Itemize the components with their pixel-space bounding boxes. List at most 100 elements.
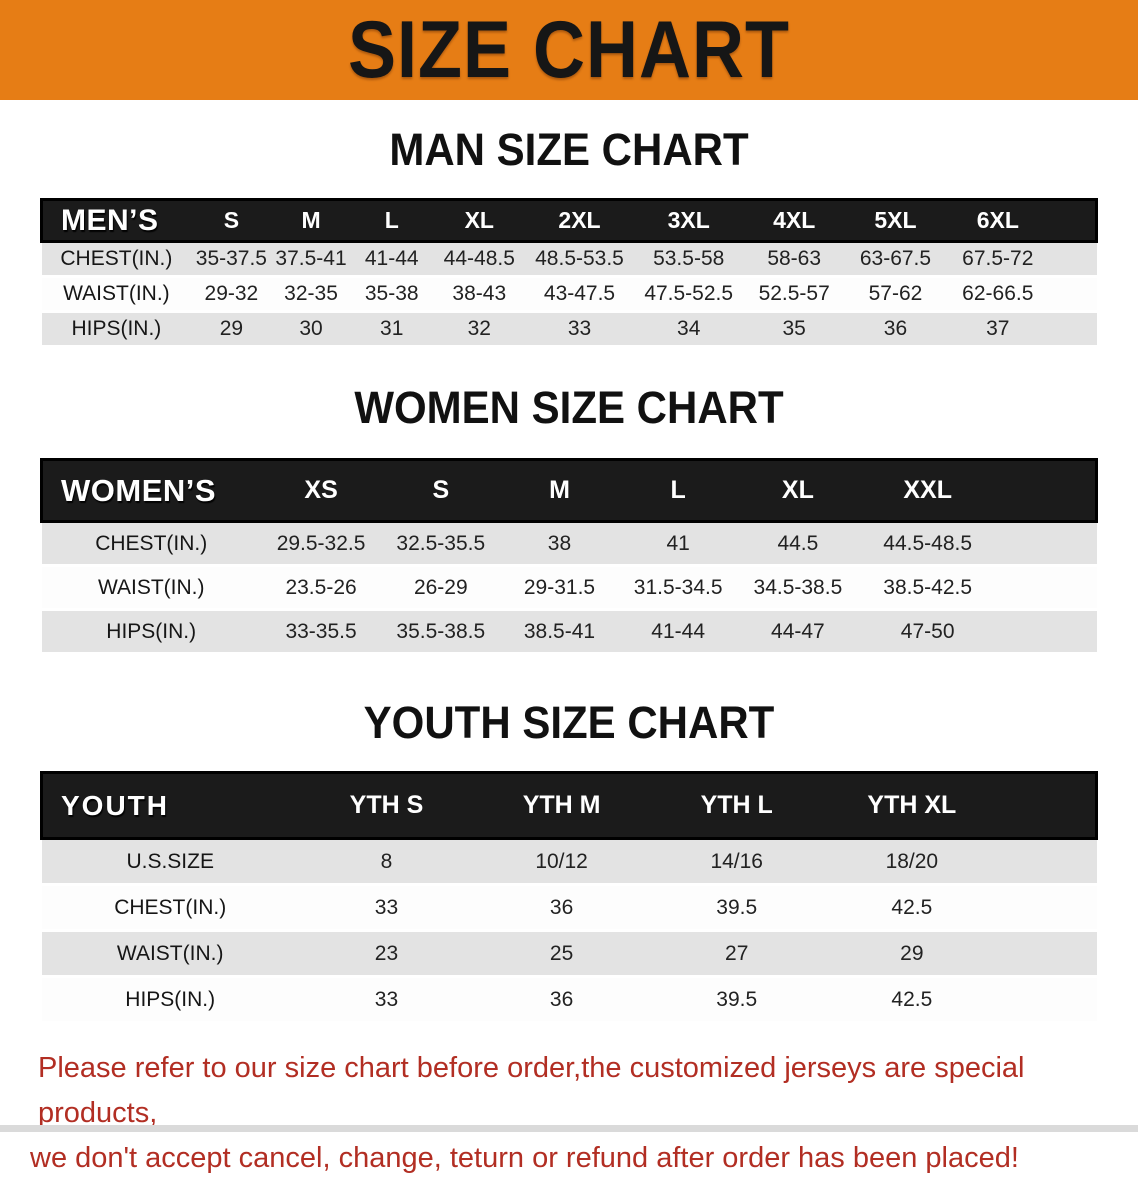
- youth-value-2-2: 27: [649, 930, 825, 978]
- men-column-header-8: 6XL: [946, 198, 1049, 243]
- women-value-2-3: 41-44: [618, 609, 738, 655]
- youth-section-title: YOUTH SIZE CHART: [363, 697, 775, 748]
- youth-row-spacer-3: [999, 976, 1097, 1024]
- men-column-header-2: L: [350, 198, 433, 243]
- youth-header-spacer: [999, 771, 1099, 840]
- women-row-label-0: CHEST(IN.): [41, 520, 261, 567]
- youth-row-1: CHEST(IN.) 33 36 39.5 42.5: [41, 884, 1097, 932]
- men-row-label-1: WAIST(IN.): [41, 276, 192, 313]
- footer-note: Please refer to our size chart before or…: [0, 1046, 1138, 1181]
- men-row-spacer-0: [1048, 240, 1097, 278]
- youth-value-0-2: 14/16: [649, 837, 825, 886]
- men-value-2-7: 36: [844, 311, 947, 348]
- youth-value-0-1: 10/12: [474, 837, 650, 886]
- women-column-header-4: XL: [737, 458, 859, 523]
- men-value-1-1: 32-35: [271, 276, 351, 313]
- men-value-1-8: 62-66.5: [946, 276, 1049, 313]
- women-column-header-1: S: [381, 458, 501, 523]
- men-row-1: WAIST(IN.) 29-32 32-35 35-38 38-43 43-47.5 47.…: [41, 276, 1097, 313]
- men-value-2-4: 33: [525, 311, 634, 348]
- men-row-0: CHEST(IN.) 35-37.5 37.5-41 41-44 44-48.5 48.5…: [41, 240, 1097, 278]
- banner: SIZE CHART: [0, 0, 1138, 100]
- youth-row-spacer-0: [999, 837, 1097, 886]
- men-value-2-6: 35: [744, 311, 845, 348]
- women-row-label-2: HIPS(IN.): [41, 609, 261, 655]
- men-value-1-3: 38-43: [432, 276, 526, 313]
- men-value-0-4: 48.5-53.5: [525, 240, 634, 278]
- footer-note-line-1: Please refer to our size chart before or…: [38, 1052, 1025, 1129]
- youth-row-label-3: HIPS(IN.): [41, 976, 299, 1024]
- men-row-2: HIPS(IN.) 29 30 31 32 33 34 35 36 37: [41, 311, 1097, 348]
- men-header-spacer: [1048, 198, 1098, 243]
- youth-row-spacer-1: [999, 884, 1097, 932]
- women-value-0-3: 41: [618, 520, 738, 567]
- youth-row-label-0: U.S.SIZE: [41, 837, 299, 886]
- men-row-label-2: HIPS(IN.): [41, 311, 192, 348]
- youth-row-3: HIPS(IN.) 33 36 39.5 42.5: [41, 976, 1097, 1024]
- youth-value-3-2: 39.5: [649, 976, 825, 1024]
- men-column-header-7: 5XL: [844, 198, 947, 243]
- youth-row-0: U.S.SIZE 8 10/12 14/16 18/20: [41, 837, 1097, 886]
- youth-column-header-0: YTH S: [298, 771, 475, 840]
- women-column-header-3: L: [618, 458, 738, 523]
- men-row-spacer-2: [1048, 311, 1097, 348]
- youth-row-label-1: CHEST(IN.): [41, 884, 299, 932]
- women-row-label-1: WAIST(IN.): [41, 565, 261, 611]
- women-row-spacer-2: [997, 609, 1097, 655]
- youth-value-0-3: 18/20: [824, 837, 1000, 886]
- men-value-2-5: 34: [633, 311, 745, 348]
- youth-header-row: YOUTH YTH S YTH M YTH L YTH XL: [39, 771, 1099, 840]
- women-header-row: WOMEN’S XS S M L XL XXL: [39, 458, 1099, 523]
- men-section-title: MAN SIZE CHART: [389, 124, 749, 175]
- women-column-header-2: M: [500, 458, 619, 523]
- women-value-0-0: 29.5-32.5: [260, 520, 382, 567]
- youth-column-header-1: YTH M: [474, 771, 650, 840]
- men-value-1-7: 57-62: [844, 276, 947, 313]
- women-column-header-0: XS: [260, 458, 382, 523]
- men-row-label-0: CHEST(IN.): [41, 240, 192, 278]
- women-value-0-1: 32.5-35.5: [381, 520, 501, 567]
- youth-column-header-3: YTH XL: [824, 771, 1000, 840]
- men-value-1-5: 47.5-52.5: [633, 276, 745, 313]
- men-value-0-8: 67.5-72: [946, 240, 1049, 278]
- youth-value-3-3: 42.5: [824, 976, 1000, 1024]
- youth-row-2: WAIST(IN.) 23 25 27 29: [41, 930, 1097, 978]
- youth-value-1-3: 42.5: [824, 884, 1000, 932]
- footer-note-line-2: we don't accept cancel, change, teturn o…: [30, 1141, 1019, 1174]
- women-value-2-2: 38.5-41: [500, 609, 619, 655]
- women-corner-label: WOMEN’S: [39, 458, 261, 523]
- page-title: SIZE CHART: [348, 5, 790, 95]
- men-value-2-3: 32: [432, 311, 526, 348]
- men-value-1-4: 43-47.5: [525, 276, 634, 313]
- youth-value-2-1: 25: [474, 930, 650, 978]
- women-header-spacer: [997, 458, 1099, 523]
- men-column-header-6: 4XL: [744, 198, 845, 243]
- women-value-2-4: 44-47: [737, 609, 859, 655]
- youth-value-3-1: 36: [474, 976, 650, 1024]
- women-value-2-0: 33-35.5: [260, 609, 382, 655]
- men-value-0-1: 37.5-41: [271, 240, 351, 278]
- men-column-header-4: 2XL: [525, 198, 634, 243]
- women-value-2-5: 47-50: [858, 609, 998, 655]
- men-corner-label: MEN’S: [40, 198, 192, 243]
- women-value-2-1: 35.5-38.5: [381, 609, 501, 655]
- women-section-title: WOMEN SIZE CHART: [354, 382, 784, 433]
- men-value-2-1: 30: [271, 311, 351, 348]
- men-value-1-2: 35-38: [350, 276, 433, 313]
- youth-row-spacer-2: [999, 930, 1097, 978]
- men-value-0-3: 44-48.5: [432, 240, 526, 278]
- youth-value-2-0: 23: [298, 930, 475, 978]
- women-row-spacer-0: [997, 520, 1097, 567]
- youth-corner-label: YOUTH: [39, 771, 299, 840]
- women-row-1: WAIST(IN.) 23.5-26 26-29 29-31.5 31.5-34.5 34…: [41, 565, 1097, 611]
- women-value-0-4: 44.5: [737, 520, 859, 567]
- men-value-1-0: 29-32: [191, 276, 272, 313]
- men-column-header-3: XL: [432, 198, 526, 243]
- women-value-1-0: 23.5-26: [260, 565, 382, 611]
- men-size-table: MEN’S S M L XL 2XL 3XL 4XL 5XL 6XL CHEST(IN.) 35-37…: [40, 198, 1098, 348]
- youth-value-1-2: 39.5: [649, 884, 825, 932]
- women-value-0-2: 38: [500, 520, 619, 567]
- women-value-1-2: 29-31.5: [500, 565, 619, 611]
- men-row-spacer-1: [1048, 276, 1097, 313]
- youth-row-label-2: WAIST(IN.): [41, 930, 299, 978]
